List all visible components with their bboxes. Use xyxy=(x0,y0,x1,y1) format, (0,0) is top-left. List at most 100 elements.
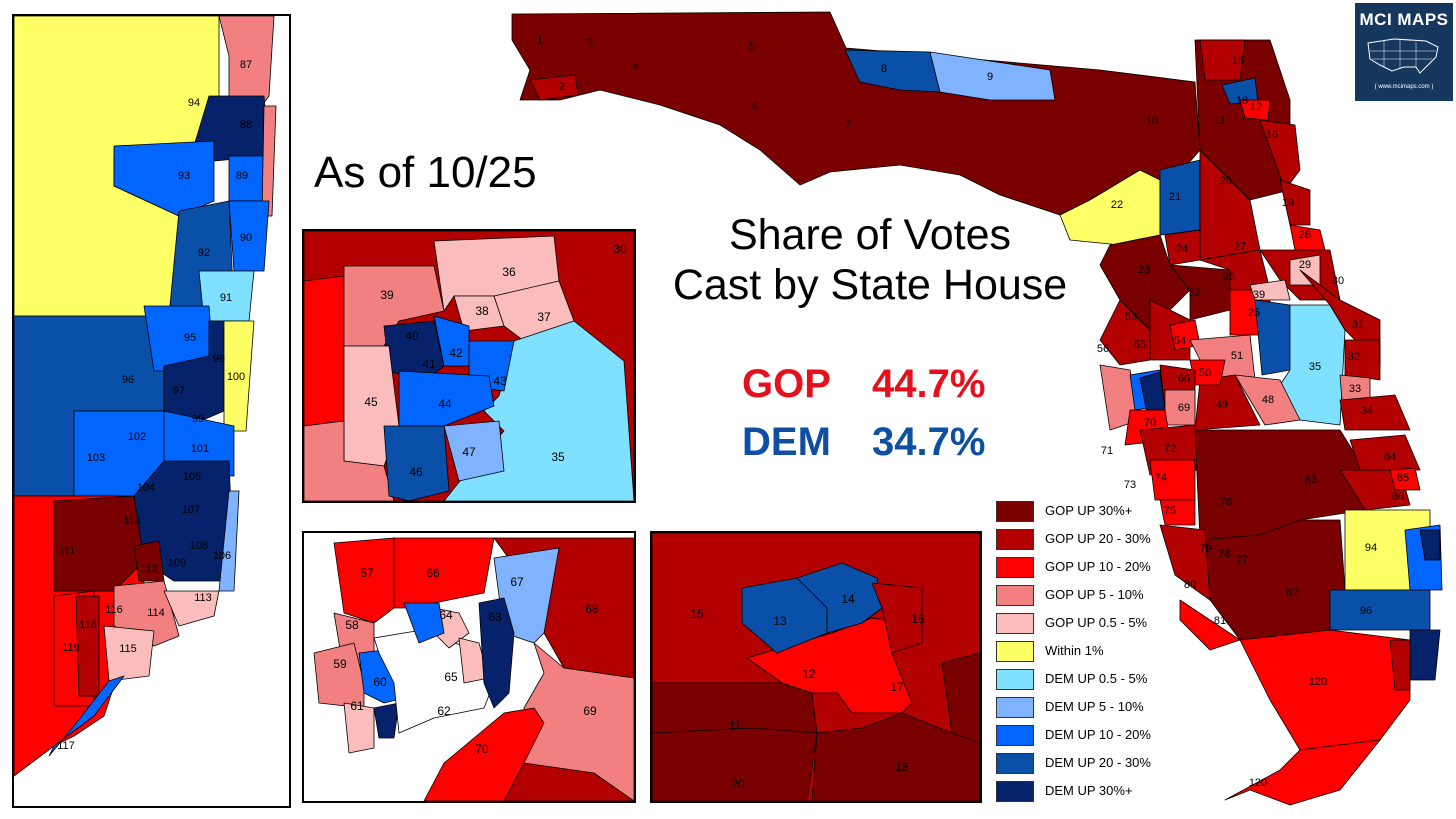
district-label: 112 xyxy=(140,563,158,575)
district-shape xyxy=(871,582,923,654)
legend-label: DEM UP 20 - 30% xyxy=(1045,755,1151,770)
district-label: 61 xyxy=(350,699,364,713)
district-label: 57 xyxy=(360,566,374,580)
district-label: 35 xyxy=(551,450,565,464)
district-label: 33 xyxy=(1349,383,1361,395)
district-shape xyxy=(1249,279,1291,301)
district-label: 95 xyxy=(184,332,196,344)
district-shape xyxy=(398,370,495,427)
district-label: 2 xyxy=(559,81,565,93)
district-label: 46 xyxy=(409,465,423,479)
district-label: 11 xyxy=(729,718,742,732)
district-label: 9 xyxy=(987,71,993,83)
district-shape xyxy=(1419,529,1441,561)
district-label: 111 xyxy=(59,545,76,557)
district-label: 4 xyxy=(633,61,639,73)
district-shape xyxy=(1159,499,1196,526)
district-label: 6 xyxy=(752,101,758,113)
district-shape xyxy=(1344,339,1381,381)
district-shape xyxy=(941,652,980,744)
legend-label: Within 1% xyxy=(1045,643,1104,658)
legend-swatch xyxy=(996,557,1034,578)
legend-swatch xyxy=(996,613,1034,634)
district-label: 24 xyxy=(1176,243,1188,255)
district-label: 67 xyxy=(510,575,524,589)
district-label: 18 xyxy=(895,760,909,774)
district-shape xyxy=(218,490,240,592)
district-label: 120 xyxy=(1249,777,1267,789)
district-label: 101 xyxy=(191,443,209,455)
district-label: 102 xyxy=(128,431,146,443)
district-label: 60 xyxy=(373,675,387,689)
district-shape xyxy=(223,320,255,432)
district-shape xyxy=(1199,39,1246,81)
district-shape xyxy=(652,727,818,801)
district-shape xyxy=(261,105,277,217)
district-label: 117 xyxy=(57,740,75,752)
district-shape xyxy=(443,420,505,482)
legend-label: GOP UP 5 - 10% xyxy=(1045,587,1144,602)
district-label: 108 xyxy=(190,540,208,552)
district-shape xyxy=(1339,394,1411,431)
district-label: 42 xyxy=(449,346,463,360)
district-label: 94 xyxy=(188,97,200,109)
district-label: 104 xyxy=(137,482,155,494)
district-label: 91 xyxy=(220,292,232,304)
district-shape xyxy=(796,562,883,634)
district-label: 3 xyxy=(587,37,593,49)
district-label: 100 xyxy=(227,371,245,383)
district-shape xyxy=(304,275,345,427)
map-title: Share of Votes Cast by State House xyxy=(640,210,1100,310)
district-label: 103 xyxy=(87,452,105,464)
district-label: 78 xyxy=(1218,548,1230,560)
district-label: 25 xyxy=(1248,307,1260,319)
tampa-inset-map: 57 58 59 60 61 62 63 64 65 66 67 68 69 7… xyxy=(313,537,634,801)
southeast-inset-map: 87 88 89 90 91 92 93 94 95 96 97 98 99 1… xyxy=(14,16,277,777)
district-shape xyxy=(1409,629,1441,681)
district-label: 55 xyxy=(1134,339,1146,351)
district-shape xyxy=(503,762,634,801)
district-label: 8 xyxy=(881,63,887,75)
district-shape xyxy=(48,675,125,757)
legend-swatch xyxy=(996,669,1034,690)
district-label: 40 xyxy=(405,329,419,343)
district-label: 118 xyxy=(79,619,97,631)
district-label: 38 xyxy=(475,304,489,318)
district-label: 43 xyxy=(493,374,507,388)
district-label: 7 xyxy=(845,119,851,131)
legend-swatch xyxy=(996,641,1034,662)
district-label: 119 xyxy=(62,642,80,654)
map-title-line-2: Cast by State House xyxy=(672,261,1068,309)
district-shape xyxy=(393,537,495,609)
district-label: 20 xyxy=(731,777,745,791)
district-label: 75 xyxy=(1164,505,1176,517)
legend-label: DEM UP 30%+ xyxy=(1045,783,1133,798)
district-label: 15 xyxy=(690,607,704,621)
district-label: 87 xyxy=(240,59,252,71)
district-shape xyxy=(1329,589,1431,631)
gop-share-value: 44.7% xyxy=(872,362,986,406)
legend-swatch xyxy=(996,529,1034,550)
district-shape xyxy=(1169,264,1231,321)
district-shape xyxy=(133,540,165,582)
district-shape xyxy=(511,11,1201,216)
district-label: 94 xyxy=(1365,542,1377,554)
district-label: 116 xyxy=(105,604,123,616)
district-label: 29 xyxy=(1299,259,1311,271)
district-label: 74 xyxy=(1155,472,1167,484)
tampa-inset: 57 58 59 60 61 62 63 64 65 66 67 68 69 7… xyxy=(302,531,636,803)
legend-swatch xyxy=(996,585,1034,606)
legend-label: GOP UP 0.5 - 5% xyxy=(1045,615,1148,630)
district-label: 63 xyxy=(488,610,502,624)
district-label: 13 xyxy=(773,614,787,628)
district-label: 106 xyxy=(213,550,231,562)
district-label: 21 xyxy=(1169,191,1181,203)
district-label: 81 xyxy=(1214,615,1226,627)
district-label: 14 xyxy=(841,592,855,606)
district-label: 59 xyxy=(333,657,347,671)
legend-swatch xyxy=(996,501,1034,522)
district-label: 69 xyxy=(583,704,597,718)
legend-label: GOP UP 10 - 20% xyxy=(1045,559,1151,574)
district-label: 34 xyxy=(1361,405,1373,417)
district-label: 62 xyxy=(437,704,451,718)
